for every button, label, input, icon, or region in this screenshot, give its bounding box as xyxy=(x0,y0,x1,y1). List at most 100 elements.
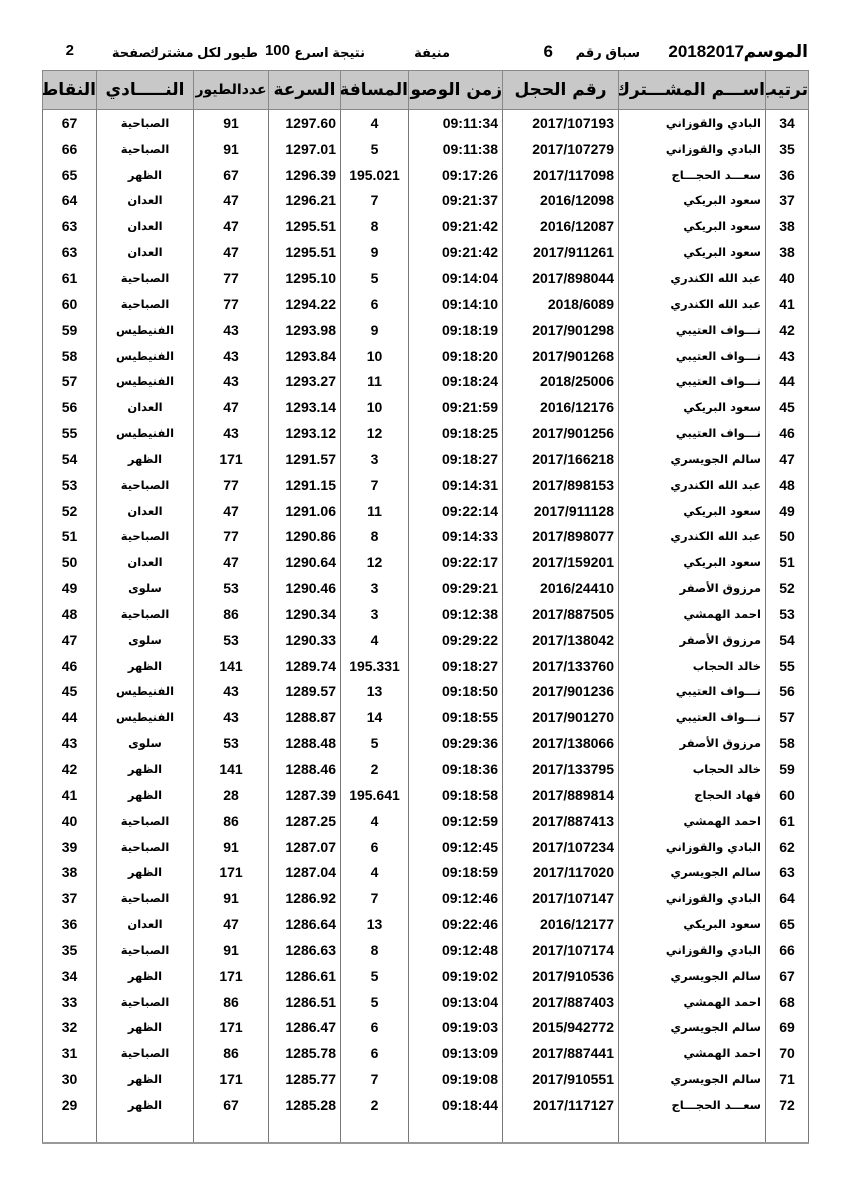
cell-points: 66 xyxy=(42,135,97,162)
cell-points: 63 xyxy=(42,213,97,240)
col-bird-count: عددالطيور xyxy=(193,70,269,110)
cell-distance: 11 xyxy=(340,368,409,395)
cell-speed: 1286.61 xyxy=(268,962,341,989)
cell-arrival-time: 09:14:04 xyxy=(408,265,503,291)
col-distance: المسافة xyxy=(340,70,409,110)
cell-ring: 2017/107279 xyxy=(502,135,619,162)
season-label: الموسم xyxy=(743,42,808,61)
cell-club: سلوى xyxy=(96,575,194,602)
cell-points: 35 xyxy=(42,937,97,963)
cell-rank: 43 xyxy=(765,342,809,369)
cell-bird-count: 43 xyxy=(193,420,269,446)
col-participant: اســـم المشـــترك xyxy=(618,70,766,110)
cell-points: 58 xyxy=(42,342,97,369)
cell-ring: 2017/138042 xyxy=(502,626,619,653)
cell-points: 41 xyxy=(42,781,97,808)
cell-rank: 45 xyxy=(765,394,809,421)
cell-points: 56 xyxy=(42,394,97,421)
table-row: 37 سعود البريكي 2016/12098 09:21:37 7 1296.21… xyxy=(42,187,809,214)
cell-bird-count: 43 xyxy=(193,342,269,369)
cell-rank: 44 xyxy=(765,368,809,395)
cell-arrival-time: 09:13:04 xyxy=(408,988,503,1015)
table-row: 40 عبد الله الكندري 2017/898044 09:14:04 5 12… xyxy=(42,265,809,291)
table-row: 38 سعود البريكي 2016/12087 09:21:42 8 1295.51… xyxy=(42,213,809,240)
cell-ring: 2017/898153 xyxy=(502,471,619,498)
col-arrival-time: زمن الوصول xyxy=(408,70,503,110)
cell-ring: 2017/107234 xyxy=(502,833,619,860)
cell-rank: 60 xyxy=(765,781,809,808)
cell-club: العدان xyxy=(96,213,194,240)
cell-speed: 1293.98 xyxy=(268,316,341,343)
cell-bird-count: 47 xyxy=(193,187,269,214)
cell-club: الظهر xyxy=(96,1014,194,1041)
cell-participant: نـــواف العتيبي xyxy=(618,704,766,731)
cell-distance: 195.641 xyxy=(340,781,409,808)
table-row: 55 خالد الحجاب 2017/133760 09:18:27 195.331 1… xyxy=(42,652,809,679)
cell-speed: 1297.60 xyxy=(268,109,341,136)
table-row: 49 سعود البريكي 2017/911128 09:22:14 11 1291.… xyxy=(42,497,809,524)
cell-distance: 10 xyxy=(340,342,409,369)
table-row: 53 احمد الهمشي 2017/887505 09:12:38 3 1290.34… xyxy=(42,601,809,627)
table-row: 46 نـــواف العتيبي 2017/901256 09:18:25 12 12… xyxy=(42,420,809,446)
cell-ring: 2017/887505 xyxy=(502,601,619,627)
cell-arrival-time: 09:21:59 xyxy=(408,394,503,421)
cell-participant: نـــواف العتيبي xyxy=(618,342,766,369)
cell-points: 46 xyxy=(42,652,97,679)
cell-speed: 1286.63 xyxy=(268,937,341,963)
cell-rank: 61 xyxy=(765,807,809,834)
cell-participant: البادي والقوزاني xyxy=(618,833,766,860)
cell-ring: 2017/133795 xyxy=(502,756,619,782)
cell-participant: عبد الله الكندري xyxy=(618,523,766,550)
cell-bird-count: 43 xyxy=(193,704,269,731)
cell-bird-count: 141 xyxy=(193,652,269,679)
table-row: 50 عبد الله الكندري 2017/898077 09:14:33 8 12… xyxy=(42,523,809,550)
table-filler-row xyxy=(42,1117,809,1144)
cell-club: الظهر xyxy=(96,1092,194,1118)
cell-ring: 2017/887441 xyxy=(502,1040,619,1067)
table-row: 65 سعود البريكي 2016/12177 09:22:46 13 1286.6… xyxy=(42,911,809,937)
table-row: 47 سالم الجويسري 2017/166218 09:18:27 3 1291.… xyxy=(42,445,809,472)
cell-bird-count: 28 xyxy=(193,781,269,808)
cell-rank: 70 xyxy=(765,1040,809,1067)
cell-bird-count: 77 xyxy=(193,471,269,498)
cell-club: العدان xyxy=(96,497,194,524)
cell-club: الصباحية xyxy=(96,290,194,317)
cell-distance: 7 xyxy=(340,1066,409,1093)
cell-participant: سعود البريكي xyxy=(618,239,766,266)
cell-arrival-time: 09:12:46 xyxy=(408,885,503,912)
cell-arrival-time: 09:18:58 xyxy=(408,781,503,808)
race-number: 6 xyxy=(543,42,553,61)
cell-ring: 2017/887413 xyxy=(502,807,619,834)
cell-distance: 2 xyxy=(340,1092,409,1118)
cell-participant: نـــواف العتيبي xyxy=(618,420,766,446)
cell-bird-count: 47 xyxy=(193,911,269,937)
cell-club: الصباحية xyxy=(96,523,194,550)
cell-speed: 1285.28 xyxy=(268,1092,341,1118)
cell-bird-count: 53 xyxy=(193,575,269,602)
cell-bird-count: 43 xyxy=(193,316,269,343)
cell-points: 60 xyxy=(42,290,97,317)
cell-bird-count: 91 xyxy=(193,885,269,912)
cell-participant: سعـــد الحجـــاج xyxy=(618,1092,766,1118)
cell-distance: 5 xyxy=(340,962,409,989)
col-points: النقاط xyxy=(42,70,97,110)
cell-ring: 2017/898044 xyxy=(502,265,619,291)
cell-points: 47 xyxy=(42,626,97,653)
empty-cell xyxy=(618,1117,766,1144)
cell-speed: 1286.51 xyxy=(268,988,341,1015)
cell-bird-count: 171 xyxy=(193,445,269,472)
cell-participant: سالم الجويسري xyxy=(618,962,766,989)
cell-ring: 2017/889814 xyxy=(502,781,619,808)
cell-club: الصباحية xyxy=(96,833,194,860)
cell-rank: 38 xyxy=(765,239,809,266)
cell-distance: 8 xyxy=(340,523,409,550)
cell-speed: 1293.12 xyxy=(268,420,341,446)
cell-points: 64 xyxy=(42,187,97,214)
cell-distance: 4 xyxy=(340,109,409,136)
cell-distance: 14 xyxy=(340,704,409,731)
cell-points: 33 xyxy=(42,988,97,1015)
cell-distance: 6 xyxy=(340,833,409,860)
cell-points: 44 xyxy=(42,704,97,731)
cell-ring: 2017/107174 xyxy=(502,937,619,963)
cell-club: الفنيطيس xyxy=(96,342,194,369)
